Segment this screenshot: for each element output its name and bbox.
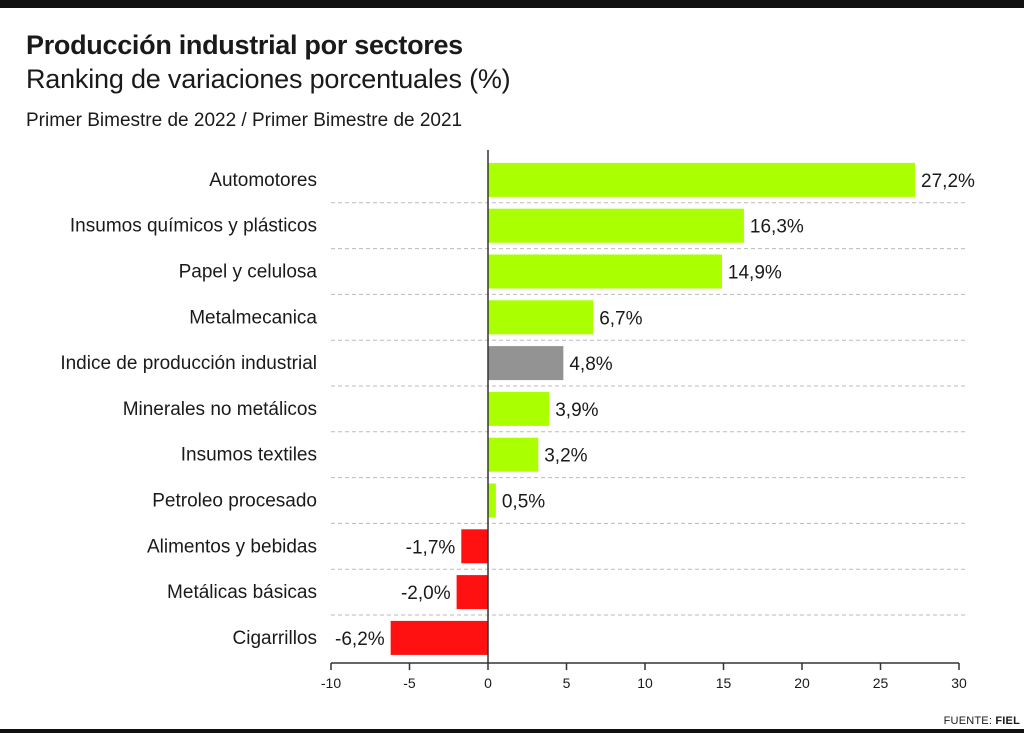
source-note: FUENTE: FIEL bbox=[944, 715, 1020, 727]
value-label: -6,2% bbox=[335, 629, 385, 650]
grid-lines bbox=[331, 202, 966, 616]
category-label: Metálicas básicas bbox=[167, 582, 317, 603]
category-label: Automotores bbox=[209, 170, 317, 191]
top-rule bbox=[0, 0, 1024, 8]
x-tick-label: 25 bbox=[873, 675, 889, 691]
chart-period: Primer Bimestre de 2022 / Primer Bimestr… bbox=[26, 110, 463, 131]
bar-10 bbox=[390, 620, 488, 655]
value-label: -1,7% bbox=[406, 537, 456, 558]
category-label: Insumos textiles bbox=[181, 445, 317, 466]
value-label: 14,9% bbox=[728, 263, 782, 284]
value-label: 3,2% bbox=[544, 446, 587, 467]
category-labels: Automotores Insumos químicos y plásticos P… bbox=[60, 170, 317, 649]
x-tick-label: 15 bbox=[716, 675, 732, 691]
value-label: 6,7% bbox=[599, 308, 642, 329]
bar-2 bbox=[488, 254, 722, 289]
x-tick-label: -10 bbox=[321, 675, 341, 691]
bar-9 bbox=[456, 575, 488, 610]
category-label: Insumos químicos y plásticos bbox=[70, 216, 317, 237]
x-tick-label: -5 bbox=[403, 675, 416, 691]
category-label: Papel y celulosa bbox=[179, 262, 318, 283]
category-label: Indice de producción industrial bbox=[60, 353, 317, 374]
x-tick-label: 20 bbox=[794, 675, 810, 691]
x-tick-label: 5 bbox=[563, 675, 571, 691]
bar-0 bbox=[488, 162, 916, 197]
bar-8 bbox=[461, 529, 488, 564]
x-tick-label: 0 bbox=[484, 675, 492, 691]
value-label: 16,3% bbox=[750, 217, 804, 238]
bar-5 bbox=[488, 391, 550, 426]
value-label: 3,9% bbox=[555, 400, 598, 421]
category-label: Petroleo procesado bbox=[152, 491, 317, 512]
category-label: Cigarrillos bbox=[233, 628, 317, 649]
bar-7 bbox=[488, 483, 496, 518]
bottom-rule bbox=[0, 729, 1024, 733]
category-label: Metalmecanica bbox=[189, 307, 317, 328]
source-label: FUENTE: bbox=[943, 715, 993, 727]
bar-3 bbox=[488, 300, 594, 335]
category-label: Minerales no metálicos bbox=[123, 399, 317, 420]
bar-1 bbox=[488, 208, 744, 243]
x-tick-label: 30 bbox=[951, 675, 967, 691]
bar-4 bbox=[488, 346, 564, 381]
bar-6 bbox=[488, 437, 539, 472]
x-tick-label: 10 bbox=[637, 675, 653, 691]
chart-title: Producción industrial por sectores bbox=[26, 30, 463, 60]
value-labels: 27,2% 16,3% 14,9% 6,7% 4,8% 3,9% 3,2% 0,5% -1,7%… bbox=[335, 171, 975, 650]
category-label: Alimentos y bebidas bbox=[147, 536, 317, 557]
value-label: -2,0% bbox=[401, 583, 451, 604]
value-label: 4,8% bbox=[569, 354, 612, 375]
value-label: 0,5% bbox=[502, 492, 545, 513]
bars bbox=[390, 162, 916, 655]
chart-subtitle: Ranking de variaciones porcentuales (%) bbox=[26, 64, 511, 94]
source-name: FIEL bbox=[995, 715, 1020, 727]
value-label: 27,2% bbox=[921, 171, 975, 192]
axes: -10 -5 0 5 10 15 20 25 30 bbox=[321, 150, 967, 691]
